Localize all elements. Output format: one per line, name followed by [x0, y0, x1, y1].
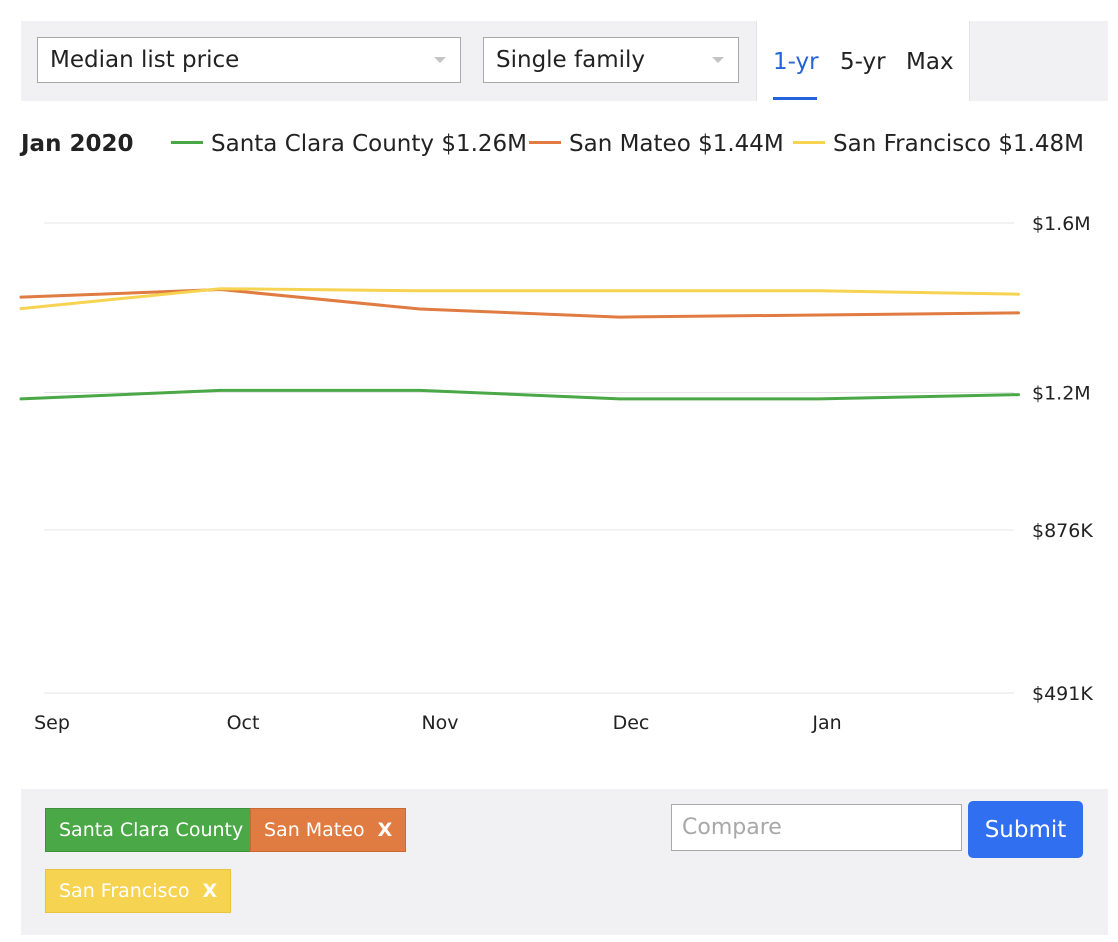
legend-swatch	[793, 141, 825, 144]
compare-bar: Santa Clara County San Mateo X San Franci…	[21, 789, 1108, 935]
legend-label: Santa Clara County $1.26M	[211, 131, 528, 157]
metric-select-value: Median list price	[50, 47, 240, 73]
remove-san-mateo-button[interactable]: X	[377, 819, 393, 841]
legend-label: San Francisco $1.48M	[833, 131, 1085, 157]
tab-1-yr[interactable]: 1-yr	[773, 49, 819, 75]
y-tick-label: $876K	[1032, 520, 1093, 542]
y-axis-ticks: $1.6M $1.2M $876K $491K	[1032, 213, 1093, 705]
legend-date: Jan 2020	[21, 131, 134, 157]
x-axis-ticks: Sep Oct Nov Dec Jan	[34, 712, 842, 734]
chevron-down-icon	[712, 57, 724, 63]
property-type-select-value: Single family	[496, 47, 646, 73]
x-tick-label: Nov	[421, 712, 458, 734]
submit-button[interactable]: Submit	[968, 801, 1083, 858]
legend-item-san-mateo: San Mateo $1.44M	[529, 128, 784, 160]
legend-label: San Mateo $1.44M	[569, 131, 784, 157]
chip-san-mateo: San Mateo X	[250, 808, 407, 852]
time-range-tabs: 1-yr 5-yr Max	[756, 21, 970, 101]
legend-swatch	[529, 141, 561, 144]
series-lines	[19, 287, 1020, 401]
remove-san-francisco-button[interactable]: X	[202, 880, 218, 902]
chip-santa-clara-county: Santa Clara County	[45, 808, 258, 852]
chevron-down-icon	[434, 57, 446, 63]
legend-item-san-francisco: San Francisco $1.48M	[793, 128, 1084, 160]
legend-item-santa-clara: Santa Clara County $1.26M	[171, 128, 527, 160]
x-tick-label: Sep	[34, 712, 70, 734]
x-tick-label: Oct	[227, 712, 260, 734]
active-tab-underline	[773, 97, 817, 100]
tab-max[interactable]: Max	[906, 49, 954, 75]
property-type-select[interactable]: Single family	[483, 37, 739, 83]
chip-label: San Mateo	[264, 819, 365, 841]
y-tick-label: $1.6M	[1032, 213, 1091, 235]
metric-select[interactable]: Median list price	[37, 37, 461, 83]
chip-label: Santa Clara County	[59, 819, 244, 841]
x-tick-label: Jan	[811, 712, 841, 734]
chip-san-francisco: San Francisco X	[45, 869, 232, 913]
y-tick-label: $1.2M	[1032, 383, 1091, 405]
chip-label: San Francisco	[59, 880, 190, 902]
grid-lines	[44, 222, 1014, 694]
x-tick-label: Dec	[613, 712, 650, 734]
y-tick-label: $491K	[1032, 683, 1093, 705]
series-line-santa-clara-county	[19, 388, 1020, 401]
controls-bar: Median list price Single family 1-yr 5-y…	[21, 21, 1108, 101]
tab-5-yr[interactable]: 5-yr	[840, 49, 886, 75]
compare-input[interactable]	[671, 804, 962, 851]
price-line-chart: $1.6M $1.2M $876K $491K Sep Oct Nov Dec Jan	[19, 213, 1093, 734]
legend-swatch	[171, 141, 203, 144]
series-line-san-francisco	[19, 287, 1020, 311]
